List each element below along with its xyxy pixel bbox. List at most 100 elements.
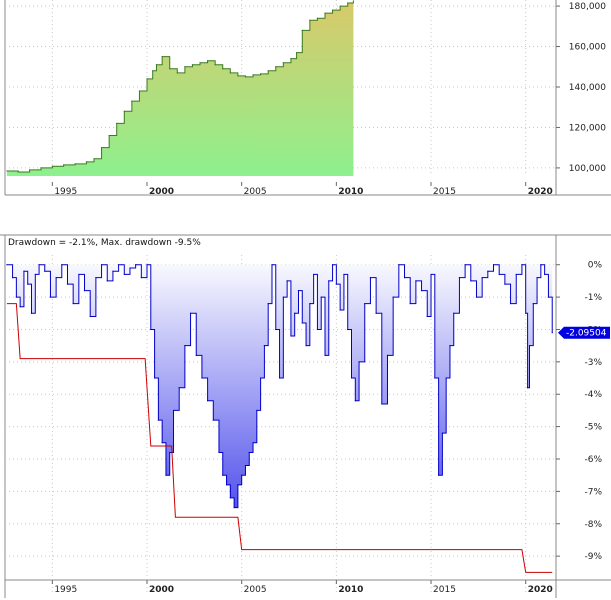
data-points xyxy=(6,264,553,509)
last-value-marker: -2.09504 xyxy=(558,326,610,339)
drawdown-y-axis: 0%-1%-2%-3%-4%-5%-6%-7%-8%-9% xyxy=(556,261,602,562)
y-tick-label: 100,000 xyxy=(569,164,606,174)
data-point xyxy=(85,161,88,163)
data-point xyxy=(27,283,29,285)
data-point xyxy=(118,264,120,266)
data-point xyxy=(83,290,86,292)
x-tick-label: 1995 xyxy=(54,187,77,197)
data-point xyxy=(354,400,356,402)
data-point xyxy=(438,474,440,476)
data-point xyxy=(487,270,489,272)
data-point xyxy=(207,400,209,402)
data-point xyxy=(475,296,478,298)
data-point xyxy=(392,296,394,298)
data-point xyxy=(214,64,216,66)
data-point xyxy=(316,17,319,19)
data-point xyxy=(93,158,95,160)
data-point xyxy=(260,73,262,75)
data-point xyxy=(95,277,97,279)
data-point xyxy=(295,51,298,54)
data-point xyxy=(339,5,341,7)
drawdown-x-axis: 1995 2000 2005 2010 2015 2020 xyxy=(51,580,553,595)
data-point xyxy=(271,264,273,266)
data-point xyxy=(108,134,110,137)
data-point xyxy=(131,100,133,102)
data-point xyxy=(481,277,483,279)
y-tick-label: -1% xyxy=(584,293,602,303)
data-point xyxy=(38,264,40,266)
data-point xyxy=(301,322,303,324)
data-point xyxy=(267,70,269,72)
data-point xyxy=(252,442,254,444)
data-point xyxy=(260,377,262,379)
data-point xyxy=(30,312,33,314)
data-point xyxy=(294,312,296,314)
last-value-label: -2.09504 xyxy=(566,329,607,339)
data-point xyxy=(324,354,326,356)
data-point xyxy=(6,170,8,172)
data-point xyxy=(17,171,19,173)
data-point xyxy=(403,277,406,279)
y-tick-label: -7% xyxy=(584,487,602,497)
data-point xyxy=(358,361,360,363)
data-point xyxy=(309,19,311,21)
data-point xyxy=(123,110,125,112)
data-point xyxy=(521,264,523,266)
data-point xyxy=(161,56,163,58)
data-point xyxy=(169,68,171,70)
data-point xyxy=(386,354,389,356)
y-tick-label: 180,000 xyxy=(569,2,606,12)
y-tick-label: 0% xyxy=(588,261,603,271)
data-point xyxy=(78,273,80,276)
data-point xyxy=(229,72,231,74)
x-tick-label: 2020 xyxy=(528,585,553,595)
data-point xyxy=(409,302,411,305)
drawdown-panel: Drawdown = -2.1%, Max. drawdown -9.5% 19… xyxy=(0,234,611,598)
data-point xyxy=(492,264,495,266)
data-point xyxy=(241,474,243,476)
data-point xyxy=(320,296,322,298)
data-point xyxy=(282,296,284,298)
x-tick-label: 2015 xyxy=(433,187,456,197)
data-point xyxy=(434,377,436,379)
data-point xyxy=(138,90,141,92)
data-point xyxy=(335,283,337,285)
data-point xyxy=(313,273,315,276)
data-point xyxy=(155,64,158,66)
x-tick-label: 2000 xyxy=(149,187,174,197)
data-point xyxy=(267,302,269,305)
drawdown-line xyxy=(6,264,553,509)
data-point xyxy=(233,506,235,509)
data-point xyxy=(112,270,114,272)
data-point xyxy=(515,273,517,276)
data-point xyxy=(536,277,538,279)
data-point xyxy=(191,64,194,66)
data-point xyxy=(331,264,334,266)
data-point xyxy=(169,451,171,454)
x-tick-label: 2010 xyxy=(338,585,363,595)
data-point xyxy=(263,345,266,347)
equity-x-axis: 1995 2000 2005 2010 2015 2020 xyxy=(51,182,553,197)
data-point xyxy=(229,497,231,499)
data-point xyxy=(286,280,288,282)
data-point xyxy=(195,354,197,356)
data-point xyxy=(453,312,455,314)
x-tick-label: 2020 xyxy=(528,187,553,197)
data-point xyxy=(301,29,303,31)
data-point xyxy=(369,277,372,279)
data-point xyxy=(290,335,292,337)
data-point xyxy=(244,464,247,467)
data-point xyxy=(207,60,209,62)
data-point xyxy=(225,484,228,486)
data-point xyxy=(152,70,154,72)
data-point xyxy=(458,277,461,279)
data-point xyxy=(237,484,239,486)
data-point xyxy=(150,328,152,331)
data-point xyxy=(526,387,529,389)
x-tick-label: 1995 xyxy=(54,585,77,595)
data-point xyxy=(364,302,366,305)
data-point xyxy=(445,377,447,379)
data-point xyxy=(55,277,57,279)
data-point xyxy=(184,66,186,68)
data-point xyxy=(339,309,341,311)
